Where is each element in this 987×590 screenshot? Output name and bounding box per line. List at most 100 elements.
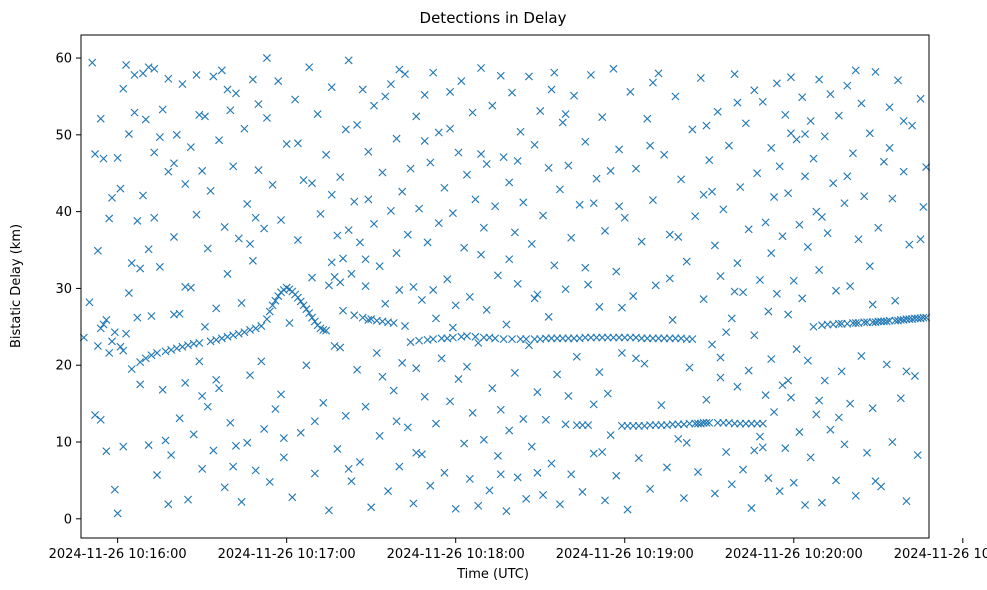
data-point xyxy=(364,315,373,324)
data-point xyxy=(91,411,100,420)
data-point xyxy=(178,80,187,89)
data-point xyxy=(770,193,779,202)
data-point xyxy=(293,293,302,302)
data-point xyxy=(646,421,655,430)
data-point xyxy=(755,275,764,284)
data-point xyxy=(671,92,680,101)
data-point xyxy=(223,269,232,278)
data-point xyxy=(885,143,894,152)
data-point xyxy=(136,380,145,389)
x-tick-label: 2024-11-26 10:19:00 xyxy=(556,547,694,562)
data-point xyxy=(795,220,804,229)
data-point xyxy=(589,199,598,208)
data-point xyxy=(477,150,486,159)
data-point xyxy=(553,334,562,343)
data-point xyxy=(724,141,733,150)
data-point xyxy=(626,333,635,342)
data-point xyxy=(755,432,764,441)
data-point xyxy=(400,70,409,79)
data-point xyxy=(727,314,736,323)
data-point xyxy=(865,262,874,271)
data-point xyxy=(663,463,671,472)
data-point xyxy=(240,124,249,133)
data-point xyxy=(462,362,471,371)
data-point xyxy=(231,441,240,450)
data-point xyxy=(223,85,232,94)
data-point xyxy=(699,190,708,199)
data-point xyxy=(133,216,142,225)
data-point xyxy=(598,333,607,342)
data-point xyxy=(429,68,438,77)
data-point xyxy=(575,200,584,209)
data-point xyxy=(679,494,688,503)
data-point xyxy=(564,391,573,400)
data-point xyxy=(381,92,390,101)
data-point xyxy=(519,198,528,207)
data-point xyxy=(392,134,401,143)
data-point xyxy=(395,285,404,294)
data-point xyxy=(691,419,700,428)
data-point xyxy=(682,257,691,266)
data-point xyxy=(198,166,207,175)
data-point xyxy=(682,438,691,447)
data-point xyxy=(457,77,466,86)
data-point xyxy=(361,282,370,291)
data-point xyxy=(195,357,204,366)
data-point xyxy=(595,302,604,311)
data-point xyxy=(251,213,260,222)
data-point xyxy=(837,319,846,328)
data-point xyxy=(778,232,787,241)
data-point xyxy=(136,358,145,367)
data-point xyxy=(448,323,457,332)
data-point xyxy=(108,193,116,202)
data-point xyxy=(477,250,486,259)
data-point xyxy=(772,79,781,88)
x-axis-label: Time (UTC) xyxy=(456,567,529,582)
data-point xyxy=(524,72,533,81)
data-point xyxy=(840,199,849,208)
data-point xyxy=(620,213,629,222)
data-point xyxy=(561,420,570,429)
data-point xyxy=(612,267,621,276)
data-point xyxy=(248,75,257,84)
x-tick-label: 2024-11-26 10:18:00 xyxy=(387,547,525,562)
data-point xyxy=(843,81,852,90)
data-point xyxy=(863,318,872,327)
data-point xyxy=(857,352,866,360)
data-point xyxy=(234,234,243,243)
data-point xyxy=(792,345,801,354)
data-point xyxy=(553,370,562,379)
data-point xyxy=(479,333,488,342)
data-point xyxy=(558,118,567,127)
data-point xyxy=(865,129,874,138)
data-point xyxy=(510,228,519,237)
data-point xyxy=(739,465,748,474)
data-point xyxy=(789,478,798,487)
data-point xyxy=(739,288,748,297)
data-point xyxy=(637,334,646,343)
data-point xyxy=(750,331,759,340)
data-point xyxy=(846,399,855,408)
data-point xyxy=(268,180,277,189)
data-point xyxy=(620,333,629,342)
plot-frame xyxy=(80,34,930,539)
data-point xyxy=(547,459,556,468)
data-point xyxy=(268,301,277,310)
data-point xyxy=(229,462,238,471)
data-point xyxy=(215,384,224,393)
data-point xyxy=(116,184,125,193)
data-point xyxy=(882,317,891,326)
data-point xyxy=(296,428,305,437)
data-point xyxy=(499,335,508,344)
data-point xyxy=(508,88,517,97)
data-point xyxy=(446,87,455,96)
data-point xyxy=(308,273,317,282)
data-point xyxy=(316,209,325,218)
data-point xyxy=(350,311,359,320)
data-point xyxy=(370,219,378,228)
data-point xyxy=(902,367,911,376)
data-point xyxy=(592,174,601,183)
data-point xyxy=(150,148,159,157)
data-point xyxy=(623,505,632,514)
